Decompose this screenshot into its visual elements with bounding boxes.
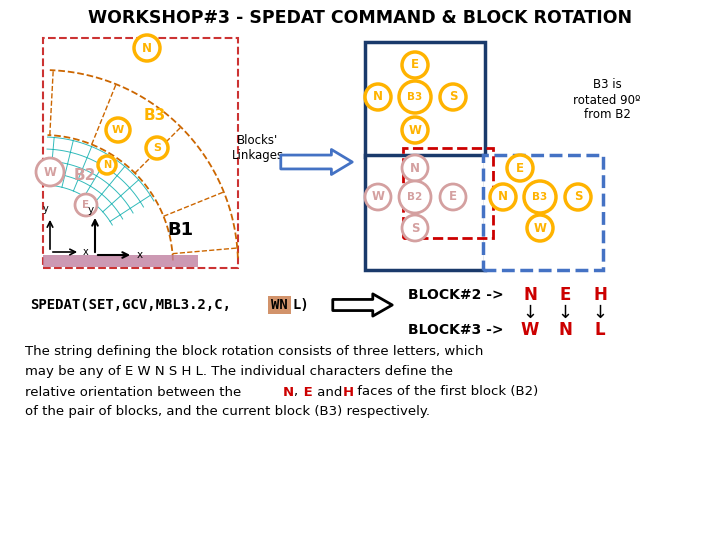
Text: S: S — [574, 191, 582, 204]
Text: B3: B3 — [144, 107, 166, 123]
Bar — [365, 42, 485, 157]
Text: N: N — [558, 321, 572, 339]
Circle shape — [440, 184, 466, 210]
Text: H: H — [343, 386, 354, 399]
Circle shape — [507, 155, 533, 181]
Text: B3 is
rotated 90º
from B2: B3 is rotated 90º from B2 — [573, 78, 641, 122]
Circle shape — [402, 117, 428, 143]
Text: E: E — [449, 191, 457, 204]
Bar — [43, 38, 238, 268]
Circle shape — [365, 84, 391, 110]
Circle shape — [36, 158, 64, 186]
Text: W: W — [372, 191, 384, 204]
Text: BLOCK#2 ->: BLOCK#2 -> — [408, 288, 503, 302]
Text: y: y — [88, 205, 94, 215]
Bar — [43, 255, 198, 267]
Text: W: W — [521, 321, 539, 339]
Text: and: and — [313, 386, 346, 399]
Text: BLOCK#3 ->: BLOCK#3 -> — [408, 323, 503, 337]
Text: y: y — [43, 204, 49, 214]
Text: N: N — [283, 386, 294, 399]
Circle shape — [134, 35, 160, 61]
Circle shape — [565, 184, 591, 210]
Text: E: E — [82, 200, 89, 210]
Text: B1: B1 — [167, 221, 193, 239]
Text: WN: WN — [271, 298, 288, 312]
Text: may be any of E W N S H L. The individual characters define the: may be any of E W N S H L. The individua… — [25, 366, 453, 379]
Text: B2: B2 — [408, 192, 423, 202]
Bar — [268, 296, 291, 314]
Text: E: E — [516, 161, 524, 174]
Text: L: L — [595, 321, 606, 339]
Text: E: E — [559, 286, 571, 304]
Circle shape — [440, 84, 466, 110]
Circle shape — [146, 137, 168, 159]
Circle shape — [365, 184, 391, 210]
Text: ↓: ↓ — [557, 304, 572, 322]
Circle shape — [402, 52, 428, 78]
Bar — [365, 155, 485, 270]
Circle shape — [402, 215, 428, 241]
Text: E: E — [299, 386, 312, 399]
Text: W: W — [408, 124, 421, 137]
Text: B3: B3 — [532, 192, 548, 202]
Text: relative orientation between the: relative orientation between the — [25, 386, 246, 399]
Text: x: x — [83, 247, 89, 257]
Text: E: E — [411, 58, 419, 71]
FancyArrowPatch shape — [281, 150, 352, 174]
Text: W: W — [43, 165, 56, 179]
Circle shape — [98, 156, 116, 174]
Text: S: S — [410, 221, 419, 234]
Text: The string defining the block rotation consists of three letters, which: The string defining the block rotation c… — [25, 346, 483, 359]
Text: N: N — [410, 161, 420, 174]
Text: of the pair of blocks, and the current block (B3) respectively.: of the pair of blocks, and the current b… — [25, 406, 430, 419]
Text: N: N — [523, 286, 537, 304]
Text: SPEDAT(SET,GCV,MBL3.2,C,: SPEDAT(SET,GCV,MBL3.2,C, — [30, 298, 231, 312]
Text: ↓: ↓ — [523, 304, 538, 322]
Text: ,: , — [293, 386, 297, 399]
Circle shape — [402, 155, 428, 181]
Text: W: W — [534, 221, 546, 234]
Text: Blocks'
Linkages: Blocks' Linkages — [232, 134, 284, 162]
Text: H: H — [593, 286, 607, 304]
Text: N: N — [498, 191, 508, 204]
Text: ↓: ↓ — [593, 304, 608, 322]
Bar — [483, 155, 603, 270]
Text: x: x — [137, 250, 143, 260]
Text: WORKSHOP#3 - SPEDAT COMMAND & BLOCK ROTATION: WORKSHOP#3 - SPEDAT COMMAND & BLOCK ROTA… — [88, 9, 632, 27]
FancyArrowPatch shape — [333, 294, 392, 316]
Text: S: S — [449, 91, 457, 104]
Circle shape — [524, 181, 556, 213]
Text: N: N — [373, 91, 383, 104]
Text: B2: B2 — [74, 167, 96, 183]
Text: S: S — [153, 143, 161, 153]
Circle shape — [399, 181, 431, 213]
Text: W: W — [112, 125, 124, 135]
Circle shape — [75, 194, 97, 216]
Circle shape — [106, 118, 130, 142]
Circle shape — [399, 81, 431, 113]
Text: B3: B3 — [408, 92, 423, 102]
Circle shape — [527, 215, 553, 241]
Circle shape — [490, 184, 516, 210]
Text: faces of the first block (B2): faces of the first block (B2) — [353, 386, 539, 399]
Text: L): L) — [293, 298, 310, 312]
Text: N: N — [142, 42, 152, 55]
Bar — [403, 148, 493, 238]
Text: N: N — [103, 160, 111, 170]
